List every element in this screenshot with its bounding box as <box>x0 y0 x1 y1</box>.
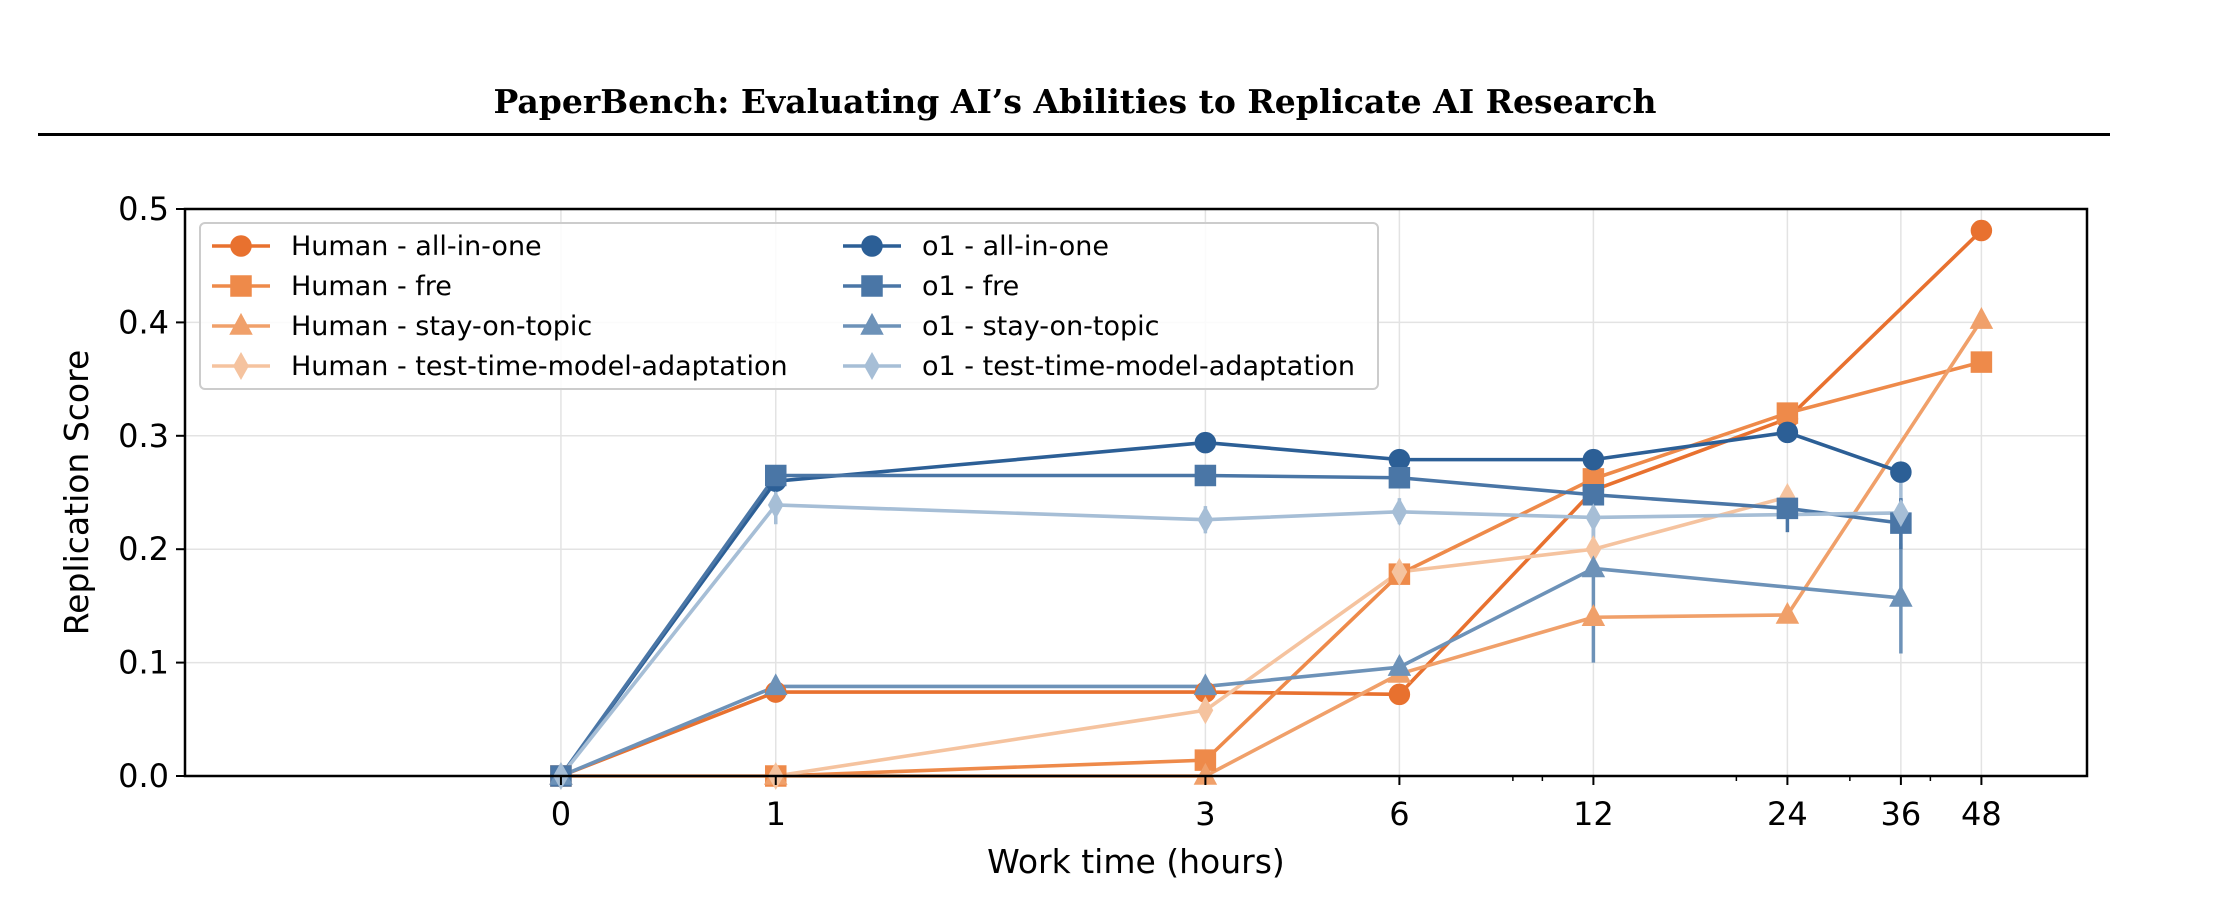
data-point-o1-fre <box>1582 484 1605 506</box>
legend-entry-o1-test-time-model-adaptation: o1 - test-time-model-adaptation <box>922 351 1355 382</box>
data-point-o1-fre <box>1388 467 1411 489</box>
data-point-o1-stay-on-topic <box>1193 673 1218 696</box>
data-point-o1-test-time-model-adaptation <box>767 490 784 520</box>
data-point-o1-all-in-one <box>1582 448 1605 471</box>
series-line-o1-stay-on-topic <box>560 566 1902 778</box>
y-tick-label: 0.1 <box>118 644 169 682</box>
axis-ticks: 0 1 3 6 12 24 36 480.00.10.20.30.40.5 <box>118 190 2002 833</box>
x-tick-label: 24 <box>1767 795 1808 833</box>
x-tick-label: 36 <box>1881 795 1922 833</box>
legend-swatch-marker <box>864 351 880 381</box>
y-axis-label: Replication Score <box>57 350 96 636</box>
data-point-human-stay-on-topic <box>1969 307 1994 329</box>
data-point-o1-test-time-model-adaptation <box>1391 497 1408 526</box>
legend-swatch-marker <box>861 235 883 257</box>
data-point-o1-stay-on-topic <box>763 673 788 696</box>
legend-entry-human-fre: Human - fre <box>291 271 452 302</box>
data-point-o1-stay-on-topic <box>1581 555 1606 578</box>
data-point-o1-fre <box>765 464 787 487</box>
legend-swatch-marker <box>229 312 253 335</box>
legend-swatch-marker <box>861 275 883 297</box>
data-point-o1-stay-on-topic <box>1387 654 1412 676</box>
y-tick-label: 0.2 <box>118 530 169 568</box>
legend-entry-human-all-in-one: Human - all-in-one <box>291 231 542 262</box>
series-line-o1-all-in-one <box>559 430 1902 778</box>
data-point-o1-all-in-one <box>1388 448 1411 471</box>
legend-entry-human-test-time-model-adaptation: Human - test-time-model-adaptation <box>291 351 788 382</box>
data-point-o1-stay-on-topic <box>1889 584 1913 607</box>
legend-entry-o1-stay-on-topic: o1 - stay-on-topic <box>922 311 1160 342</box>
data-point-o1-all-in-one <box>1890 461 1912 483</box>
data-point-human-all-in-one <box>1970 219 1993 242</box>
data-point-human-test-time-model-adaptation <box>1197 696 1214 725</box>
legend-swatch-marker <box>230 275 252 297</box>
legend-entry-o1-all-in-one: o1 - all-in-one <box>922 231 1109 262</box>
x-tick-label: 3 <box>1195 795 1215 833</box>
series-line-o1-test-time-model-adaptation <box>559 503 1901 778</box>
y-tick-label: 0.3 <box>118 417 169 455</box>
data-point-human-all-in-one <box>1388 683 1411 706</box>
data-point-human-stay-on-topic <box>1775 601 1800 624</box>
legend-entry-human-stay-on-topic: Human - stay-on-topic <box>291 311 592 342</box>
legend-swatch-marker <box>233 351 249 381</box>
plot-frame <box>183 207 2089 778</box>
x-axis-label: Work time (hours) <box>987 842 1285 881</box>
data-point-o1-all-in-one <box>1776 421 1799 444</box>
legend-swatch-marker <box>230 235 252 257</box>
data-point-o1-fre <box>1776 497 1799 520</box>
y-tick-label: 0.4 <box>118 303 169 341</box>
header-rule <box>38 133 2110 136</box>
page-header-title: PaperBench: Evaluating AI’s Abilities to… <box>493 82 1657 121</box>
legend-box <box>199 222 1379 390</box>
legend-entry-o1-fre: o1 - fre <box>922 271 1019 302</box>
data-point-o1-test-time-model-adaptation <box>1197 505 1214 534</box>
legend-swatch-marker <box>860 312 884 335</box>
y-tick-label: 0.0 <box>118 757 169 795</box>
series-line-human-test-time-model-adaptation <box>560 495 1788 778</box>
data-point-human-fre <box>1970 351 1993 373</box>
x-tick-label: 48 <box>1961 795 2002 833</box>
y-tick-label: 0.5 <box>118 190 169 228</box>
x-tick-label: 0 <box>551 795 571 833</box>
data-point-o1-test-time-model-adaptation <box>1893 498 1909 527</box>
x-tick-label: 6 <box>1389 795 1409 833</box>
data-point-human-stay-on-topic <box>1581 604 1606 626</box>
data-point-o1-all-in-one <box>1194 431 1217 454</box>
data-point-human-test-time-model-adaptation <box>1391 557 1408 586</box>
data-point-o1-test-time-model-adaptation <box>1585 503 1602 532</box>
x-tick-label: 12 <box>1573 795 1614 833</box>
data-point-human-fre <box>1776 402 1799 424</box>
error-bars <box>774 481 1903 663</box>
data-point-o1-fre <box>1194 464 1217 487</box>
legend: Human - all-in-one Human - fre Human - sta… <box>199 222 1379 390</box>
series-markers <box>549 219 1994 791</box>
x-tick-label: 1 <box>766 795 786 833</box>
